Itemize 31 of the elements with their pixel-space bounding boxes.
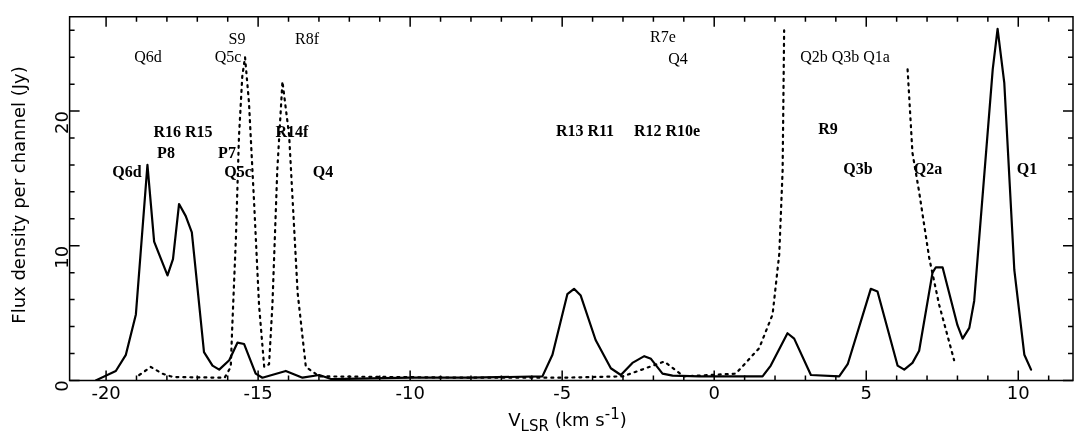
annotation: Q2b Q3b Q1a	[800, 48, 890, 66]
x-tick-label: -20	[91, 381, 121, 403]
y-axis-title: Flux density per channel (Jy)	[8, 66, 29, 324]
annotation: Q6d	[134, 48, 162, 66]
annotation: Q4	[668, 50, 688, 68]
annotation: Q4	[312, 163, 334, 181]
x-tick-label: 10	[1006, 381, 1030, 403]
annotation: Q5c	[224, 163, 252, 181]
y-tick-label: 10	[51, 245, 73, 269]
annotation: Q3b	[843, 160, 873, 178]
x-tick-label: -5	[553, 381, 572, 403]
x-tick-label: -15	[243, 381, 273, 403]
y-tick-label: 20	[51, 111, 73, 134]
x-axis-title: V$_{LSR}$ (km s$^{-1}$)	[508, 405, 627, 435]
annotation: R9	[818, 120, 838, 138]
annotation: R13 R11	[555, 122, 615, 140]
annotation: R12 R10e	[633, 122, 701, 140]
x-tick-label: 5	[860, 381, 872, 403]
annotation: P8	[157, 144, 175, 162]
annotation: Q2a	[913, 160, 943, 178]
annotation: S9	[228, 30, 246, 48]
annotation: R8f	[295, 30, 320, 48]
x-tick-label: -10	[395, 381, 425, 403]
x-tick-label: 0	[708, 381, 720, 403]
annotation: P7	[218, 144, 236, 162]
annotation: Q6d	[112, 163, 142, 181]
annotation: R16 R15	[153, 123, 213, 141]
annotation: Q5c	[214, 48, 242, 66]
annotation: Q1	[1016, 160, 1038, 178]
annotation: R7e	[650, 28, 676, 46]
annotation: R14f	[275, 123, 310, 141]
